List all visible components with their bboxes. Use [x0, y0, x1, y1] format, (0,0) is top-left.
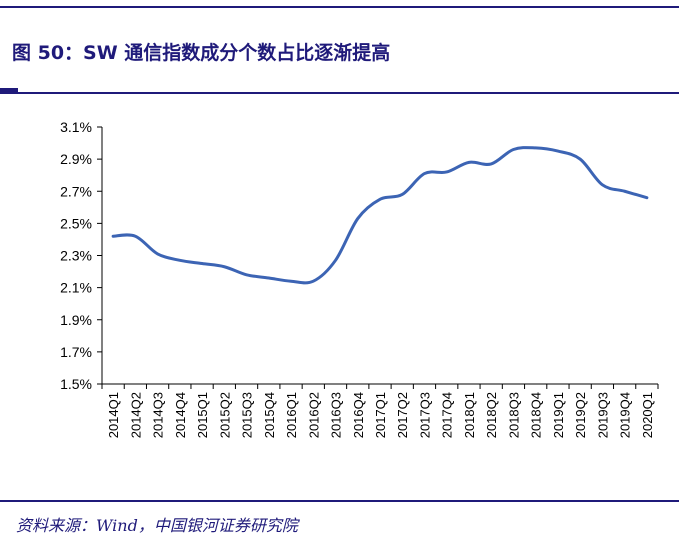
x-tick-label: 2014Q4 — [173, 392, 188, 438]
figure-title: 图 50：SW 通信指数成分个数占比逐渐提高 — [12, 42, 391, 64]
x-tick-label: 2016Q1 — [284, 392, 299, 438]
title-rule-accent — [0, 88, 18, 94]
x-tick-label: 2017Q4 — [440, 392, 455, 438]
y-tick-label: 2.1% — [60, 280, 92, 296]
y-tick-label: 2.3% — [60, 248, 92, 264]
bottom-rule — [0, 500, 679, 502]
x-tick-label: 2017Q1 — [373, 392, 388, 438]
x-tick-label: 2014Q3 — [151, 392, 166, 438]
title-rule — [0, 92, 679, 94]
y-tick-label: 3.1% — [60, 119, 92, 135]
x-tick-label: 2020Q1 — [640, 392, 655, 438]
x-tick-label: 2016Q2 — [306, 392, 321, 438]
x-tick-label: 2016Q3 — [329, 392, 344, 438]
y-tick-label: 1.7% — [60, 344, 92, 360]
x-tick-label: 2018Q2 — [484, 392, 499, 438]
x-tick-label: 2018Q4 — [529, 392, 544, 438]
x-tick-label: 2018Q1 — [462, 392, 477, 438]
x-tick-label: 2015Q2 — [217, 392, 232, 438]
x-tick-label: 2015Q1 — [195, 392, 210, 438]
source-note: 资料来源：Wind，中国银河证券研究院 — [16, 516, 298, 535]
x-tick-label: 2019Q2 — [573, 392, 588, 438]
x-tick-label: 2019Q4 — [618, 392, 633, 438]
x-tick-label: 2019Q3 — [595, 392, 610, 438]
x-tick-label: 2017Q2 — [395, 392, 410, 438]
x-axis: 2014Q1 2014Q2 2014Q3 2014Q4 2015Q1 2015Q2 2015… — [101, 383, 659, 438]
y-tick-label: 1.9% — [60, 312, 92, 328]
y-tick-label: 2.7% — [60, 183, 92, 199]
x-tick-label: 2016Q4 — [351, 392, 366, 438]
series-line — [111, 146, 649, 285]
x-tick-label: 2018Q3 — [506, 392, 521, 438]
x-tick-label: 2015Q4 — [262, 392, 277, 438]
y-tick-label: 2.9% — [60, 151, 92, 167]
x-tick-label: 2019Q1 — [551, 392, 566, 438]
series-layer — [111, 146, 649, 285]
x-tick-label: 2014Q1 — [106, 392, 121, 438]
x-tick-label: 2015Q3 — [240, 392, 255, 438]
y-tick-label: 2.5% — [60, 215, 92, 231]
top-rule — [0, 6, 679, 8]
x-tick-label: 2014Q2 — [128, 392, 143, 438]
y-axis: 1.5% 1.7% 1.9% 2.1% 2.3% 2.5% 2.7% 2.9% 3.1% — [60, 119, 103, 392]
y-tick-label: 1.5% — [60, 376, 92, 392]
x-tick-label: 2017Q3 — [417, 392, 432, 438]
